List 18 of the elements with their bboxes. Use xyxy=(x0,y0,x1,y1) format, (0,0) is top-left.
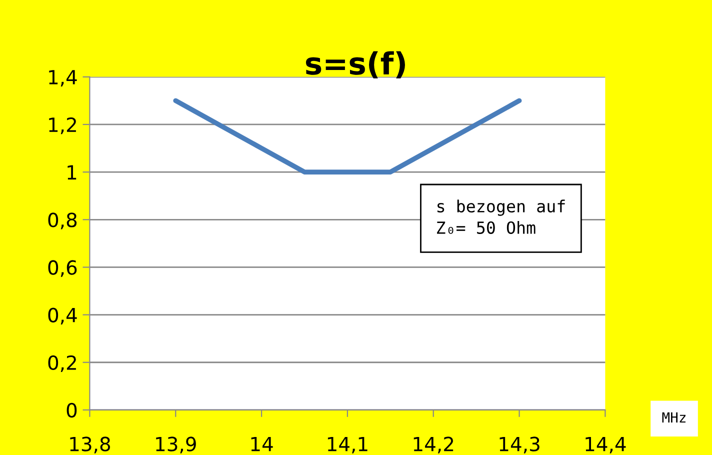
x-tick-label: 13,8 xyxy=(70,436,110,454)
y-tick-label: 0,4 xyxy=(48,308,77,324)
y-tick-label: 1,4 xyxy=(49,70,77,87)
x-tick-label: 14 xyxy=(251,436,273,452)
chart-title: s=s(f) xyxy=(306,51,405,78)
x-tick-label: 13,9 xyxy=(156,436,196,454)
x-tick-label: 14,4 xyxy=(586,436,626,454)
y-tick-label: 0 xyxy=(66,402,77,418)
x-tick-label: 14,3 xyxy=(500,436,540,454)
y-tick-label: 0,6 xyxy=(48,260,77,277)
annotation: s bezogen auf Z₀= 50 Ohm xyxy=(437,200,565,234)
x-axis-title: MHz xyxy=(662,412,686,422)
x-tick-label: 14,1 xyxy=(328,436,368,454)
y-tick-label: 1,2 xyxy=(49,117,76,134)
y-tick-label: 1 xyxy=(68,165,76,180)
y-tick-label: 0,2 xyxy=(48,355,76,372)
x-tick-label: 14,2 xyxy=(414,436,454,454)
y-tick-label: 0,8 xyxy=(48,212,77,230)
